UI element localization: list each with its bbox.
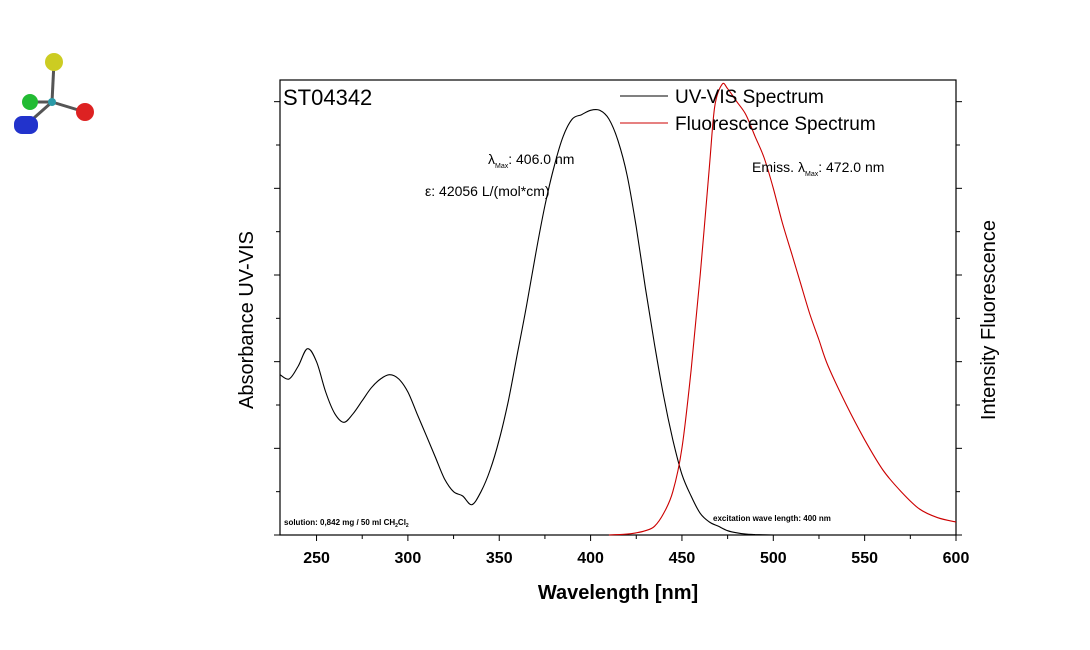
- x-tick-label: 350: [486, 550, 513, 567]
- emiss-prefix: Emiss.: [752, 159, 794, 175]
- series-line-uv-vis: [279, 108, 774, 536]
- lambda-symbol: λ: [488, 151, 495, 167]
- epsilon-symbol: ε: [425, 183, 431, 199]
- logo-atom-yellow: [45, 53, 63, 71]
- logo-atom-red: [76, 103, 94, 121]
- logo-atom-center: [48, 98, 56, 106]
- x-tick-label: 600: [943, 550, 970, 567]
- lambda-max-sub: Max: [495, 163, 509, 170]
- x-tick-label: 300: [395, 550, 422, 567]
- emiss-max-sub: Max: [805, 171, 819, 178]
- x-tick-label: 400: [577, 550, 604, 567]
- axis-ticks: [274, 101, 962, 541]
- x-tick-label: 550: [851, 550, 878, 567]
- epsilon-annotation: ε: 42056 L/(mol*cm): [425, 183, 550, 199]
- plot-frame: [279, 79, 957, 536]
- uv-max-value: : 406.0 nm: [508, 151, 574, 167]
- molecule-logo-icon: [14, 53, 94, 134]
- logo-atom-green: [22, 94, 38, 110]
- x-tick-label: 250: [303, 550, 330, 567]
- x-tick-label: 500: [760, 550, 787, 567]
- emiss-value: : 472.0 nm: [818, 159, 884, 175]
- solution-cl: Cl: [398, 518, 406, 527]
- solution-sub-a: 2: [395, 523, 398, 529]
- emiss-lambda-symbol: λ: [798, 159, 805, 175]
- x-axis-label: Wavelength [nm]: [538, 582, 698, 604]
- legend: UV-VIS Spectrum Fluorescence Spectrum: [620, 87, 876, 135]
- emission-max-annotation: Emiss. λMax: 472.0 nm: [752, 159, 884, 178]
- logo-atom-blue: [14, 116, 38, 134]
- solution-text: solution: 0,842 mg / 50 ml CH: [284, 518, 395, 527]
- x-tick-label: 450: [669, 550, 696, 567]
- solution-note: solution: 0,842 mg / 50 ml CH2Cl2: [284, 518, 409, 529]
- x-tick-labels: 250 300 350 400 450 500 550 600: [303, 550, 969, 567]
- excitation-note: excitation wave length: 400 nm: [713, 514, 831, 523]
- y-axis-label-right: Intensity Fluorescence: [978, 220, 1000, 420]
- epsilon-value: : 42056 L/(mol*cm): [431, 183, 549, 199]
- series-line-fluorescence: [608, 82, 957, 536]
- legend-label-fluorescence: Fluorescence Spectrum: [675, 114, 876, 135]
- solution-sub-b: 2: [406, 523, 409, 529]
- legend-label-uv-vis: UV-VIS Spectrum: [675, 87, 824, 108]
- uv-max-annotation: λMax: 406.0 nm: [488, 151, 574, 170]
- y-axis-label-left: Absorbance UV-VIS: [236, 231, 258, 409]
- chart-title: ST04342: [283, 85, 372, 110]
